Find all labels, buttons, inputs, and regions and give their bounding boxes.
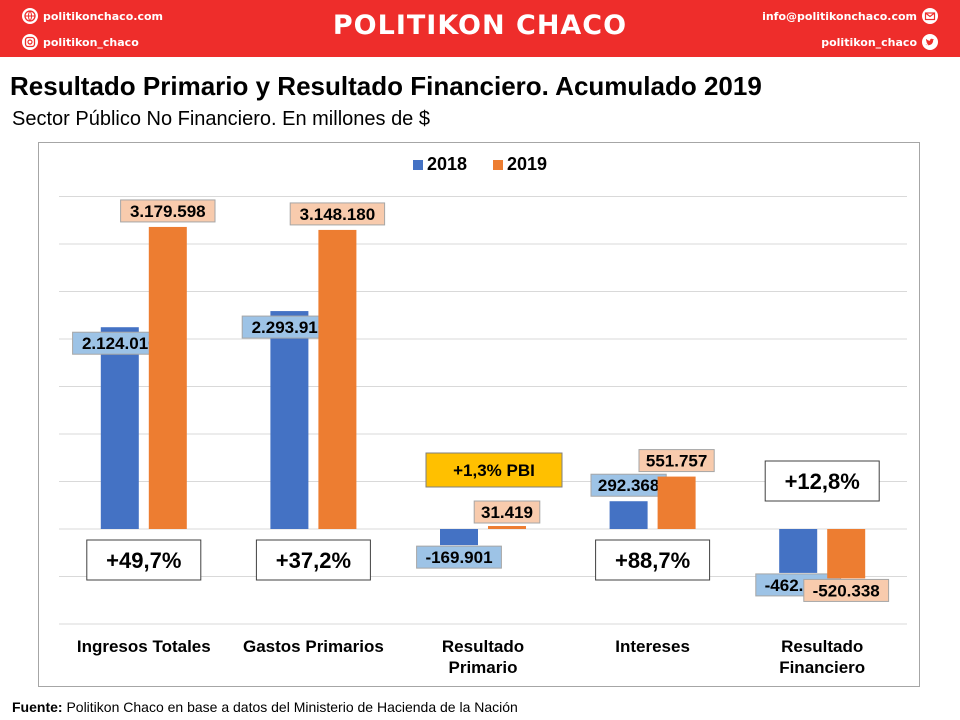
- bar: [657, 476, 696, 529]
- source-text: Politikon Chaco en base a datos del Mini…: [62, 699, 518, 715]
- source-label: Fuente:: [12, 699, 63, 715]
- website-contact[interactable]: politikonchaco.com: [22, 8, 163, 24]
- category-label: Intereses: [615, 637, 690, 656]
- category-label: Primario: [449, 658, 518, 677]
- data-label-box: [803, 578, 890, 602]
- change-box: [595, 539, 711, 581]
- source-note: Fuente: Politikon Chaco en base a datos …: [12, 699, 518, 715]
- annotation-box: [425, 452, 563, 488]
- data-label: -169.901: [425, 548, 492, 567]
- legend-swatch: [493, 160, 503, 170]
- change-label: +49,7%: [106, 548, 181, 573]
- change-label: +37,2%: [276, 548, 351, 573]
- twitter-icon: [922, 34, 938, 50]
- bar: [609, 501, 648, 529]
- data-label-box: [473, 500, 541, 524]
- change-label: +88,7%: [615, 548, 690, 573]
- data-label-box: [416, 545, 502, 569]
- data-label-box: [289, 202, 386, 226]
- chart-subtitle: Sector Público No Financiero. En millone…: [12, 108, 430, 130]
- brand-title: POLITIKON CHACO: [332, 10, 628, 41]
- data-label: 3.179.598: [130, 202, 206, 221]
- chart-title: Resultado Primario y Resultado Financier…: [10, 71, 762, 101]
- bar: [318, 229, 357, 529]
- website-text: politikonchaco.com: [43, 9, 163, 23]
- bar: [440, 529, 478, 546]
- chart-frame: 2018 2019 2.124.010 3.179.598 Ingresos Total…: [38, 142, 920, 687]
- category-label: Resultado: [781, 637, 863, 656]
- bar: [827, 529, 866, 579]
- data-label: 551.757: [646, 452, 707, 471]
- change-label: +12,8%: [785, 469, 860, 494]
- category-label: Financiero: [779, 658, 865, 677]
- category-label: Gastos Primarios: [243, 637, 384, 656]
- legend-label: 2019: [507, 154, 547, 174]
- category-label: Resultado: [442, 637, 524, 656]
- bar-chart: 2018 2019 2.124.010 3.179.598 Ingresos Total…: [59, 154, 907, 677]
- instagram-contact[interactable]: politikon_chaco: [22, 34, 139, 50]
- bar: [148, 226, 187, 530]
- bar: [100, 327, 139, 529]
- data-label-box: [120, 199, 216, 223]
- bar: [270, 311, 309, 529]
- data-label: 31.419: [481, 503, 533, 522]
- globe-icon: [22, 8, 38, 24]
- data-label: 3.148.180: [300, 205, 376, 224]
- data-label-box: [638, 449, 715, 473]
- header-bar: politikonchaco.com politikon_chaco POLIT…: [0, 0, 960, 57]
- legend-swatch: [413, 160, 423, 170]
- bar: [779, 529, 818, 573]
- twitter-text: politikon_chaco: [821, 35, 917, 49]
- change-box: [255, 539, 371, 581]
- data-label: 2.293.910: [252, 318, 328, 337]
- data-label: 292.368: [598, 476, 659, 495]
- mail-icon: [922, 8, 938, 24]
- instagram-icon: [22, 34, 38, 50]
- twitter-contact[interactable]: politikon_chaco: [821, 34, 938, 50]
- annotation-label: +1,3% PBI: [453, 461, 535, 480]
- change-box: [764, 460, 880, 502]
- category-label: Ingresos Totales: [77, 637, 211, 656]
- instagram-text: politikon_chaco: [43, 35, 139, 49]
- data-label: 2.124.010: [82, 334, 158, 353]
- change-box: [86, 539, 202, 581]
- email-text: info@politikonchaco.com: [762, 9, 917, 23]
- email-contact[interactable]: info@politikonchaco.com: [762, 8, 938, 24]
- legend-label: 2018: [427, 154, 467, 174]
- bar: [488, 526, 526, 529]
- data-label: -520.338: [813, 581, 880, 600]
